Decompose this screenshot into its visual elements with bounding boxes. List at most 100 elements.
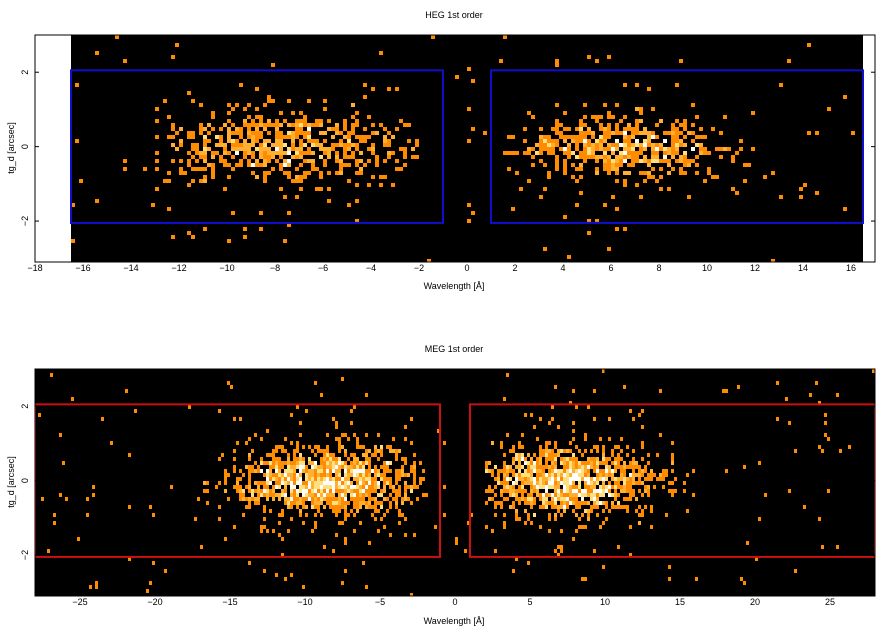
event-bin (287, 99, 291, 103)
event-bin (639, 143, 643, 147)
event-bin (575, 477, 578, 481)
event-bin (611, 453, 614, 457)
event-bin (827, 489, 830, 493)
event-bin (567, 255, 571, 259)
event-bin (626, 509, 629, 513)
event-bin (623, 489, 626, 493)
event-bin (584, 473, 587, 477)
event-bin (545, 489, 548, 493)
event-bin (671, 151, 675, 155)
event-bin (557, 469, 560, 473)
event-bin (629, 493, 632, 497)
event-bin (566, 461, 569, 465)
event-bin (296, 465, 299, 469)
event-bin (353, 461, 356, 465)
event-bin (471, 127, 475, 131)
event-bin (251, 493, 254, 497)
event-bin (635, 131, 639, 135)
event-bin (401, 501, 404, 505)
event-bin (668, 565, 671, 569)
event-bin (235, 131, 239, 135)
event-bin (320, 393, 323, 397)
event-bin (635, 497, 638, 501)
event-bin (272, 457, 275, 461)
event-bin (731, 155, 735, 159)
event-bin (515, 453, 518, 457)
event-bin (401, 469, 404, 473)
event-bin (659, 175, 663, 179)
event-bin (329, 505, 332, 509)
event-bin (343, 127, 347, 131)
event-bin (419, 461, 422, 465)
event-bin (623, 131, 627, 135)
event-bin (272, 453, 275, 457)
event-bin (299, 453, 302, 457)
event-bin (647, 461, 650, 465)
event-bin (281, 461, 284, 465)
event-bin (655, 179, 659, 183)
event-bin (527, 453, 530, 457)
event-bin (338, 485, 341, 489)
event-bin (629, 481, 632, 485)
event-bin (359, 473, 362, 477)
event-bin (542, 481, 545, 485)
event-bin (663, 159, 667, 163)
event-bin (335, 505, 338, 509)
event-bin (605, 501, 608, 505)
event-bin (351, 103, 355, 107)
event-bin (339, 143, 343, 147)
event-bin (401, 497, 404, 501)
event-bin (368, 473, 371, 477)
event-bin (293, 457, 296, 461)
event-bin (559, 123, 563, 127)
event-bin (245, 485, 248, 489)
event-bin (332, 509, 335, 513)
event-bin (575, 127, 579, 131)
event-bin (679, 159, 683, 163)
event-bin (572, 493, 575, 497)
event-bin (319, 119, 323, 123)
heg-x-tick-label: −16 (75, 263, 90, 273)
event-bin (290, 465, 293, 469)
event-bin (590, 465, 593, 469)
event-bin (614, 505, 617, 509)
event-bin (223, 159, 227, 163)
event-bin (581, 489, 584, 493)
event-bin (365, 453, 368, 457)
event-bin (695, 163, 699, 167)
event-bin (368, 465, 371, 469)
event-bin (595, 139, 599, 143)
event-bin (518, 441, 521, 445)
event-bin (279, 151, 283, 155)
event-bin (207, 123, 211, 127)
event-bin (355, 123, 359, 127)
event-bin (617, 481, 620, 485)
event-bin (362, 469, 365, 473)
event-bin (523, 139, 527, 143)
event-bin (695, 143, 699, 147)
event-bin (615, 163, 619, 167)
event-bin (674, 489, 677, 493)
event-bin (392, 437, 395, 441)
event-bin (278, 473, 281, 477)
event-bin (326, 461, 329, 465)
event-bin (512, 501, 515, 505)
event-bin (494, 549, 497, 553)
event-bin (560, 481, 563, 485)
event-bin (227, 119, 231, 123)
event-bin (350, 485, 353, 489)
event-bin (679, 123, 683, 127)
event-bin (518, 465, 521, 469)
event-bin (335, 497, 338, 501)
event-bin (293, 465, 296, 469)
event-bin (287, 469, 290, 473)
event-bin (308, 473, 311, 477)
event-bin (175, 147, 179, 151)
event-bin (572, 465, 575, 469)
event-bin (515, 151, 519, 155)
event-bin (731, 159, 735, 163)
event-bin (287, 501, 290, 505)
event-bin (223, 147, 227, 151)
event-bin (763, 175, 767, 179)
event-bin (377, 493, 380, 497)
